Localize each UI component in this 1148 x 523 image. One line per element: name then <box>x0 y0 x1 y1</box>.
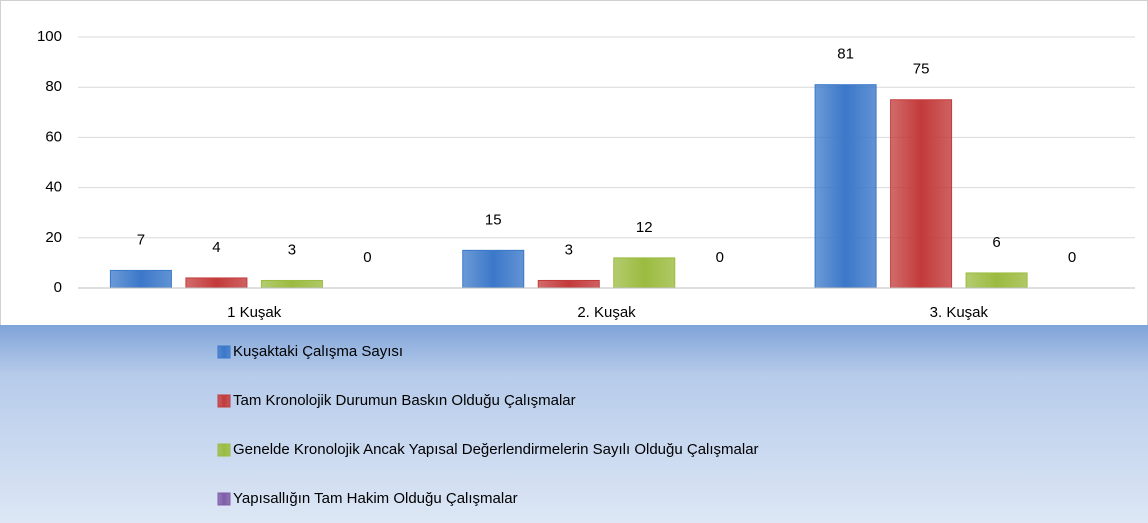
bar <box>185 277 248 289</box>
y-tick-label: 60 <box>45 128 62 145</box>
data-label: 4 <box>212 239 220 256</box>
legend-swatch <box>217 492 231 506</box>
bar <box>814 84 877 289</box>
legend-swatch <box>217 443 231 457</box>
bar <box>462 249 525 289</box>
legend-label: Tam Kronolojik Durumun Baskın Olduğu Çal… <box>233 392 576 409</box>
data-label: 7 <box>137 231 145 248</box>
data-label: 3 <box>565 241 573 258</box>
data-label: 0 <box>363 249 371 266</box>
x-tick-label: 1 Kuşak <box>227 304 282 321</box>
bar <box>965 272 1028 289</box>
y-tick-label: 20 <box>45 229 62 246</box>
data-label: 0 <box>716 249 724 266</box>
data-label: 6 <box>992 234 1000 251</box>
bar <box>537 279 600 289</box>
bar <box>613 257 676 289</box>
bar <box>260 279 323 289</box>
bar <box>109 269 172 289</box>
y-tick-label: 80 <box>45 78 62 95</box>
data-label: 12 <box>636 219 653 236</box>
y-tick-label: 100 <box>37 28 62 45</box>
legend-swatch <box>217 345 231 359</box>
data-label: 75 <box>913 61 930 78</box>
x-tick-label: 2. Kuşak <box>577 304 636 321</box>
legend-label: Kuşaktaki Çalışma Sayısı <box>233 343 403 360</box>
legend-swatch <box>217 394 231 408</box>
data-label: 15 <box>485 211 502 228</box>
legend-panel <box>0 325 1148 523</box>
bar <box>890 99 953 289</box>
x-tick-label: 3. Kuşak <box>930 304 989 321</box>
data-label: 3 <box>288 241 296 258</box>
legend-label: Genelde Kronolojik Ancak Yapısal Değerle… <box>233 441 759 458</box>
data-label: 0 <box>1068 249 1076 266</box>
y-tick-label: 40 <box>45 179 62 196</box>
legend-label: Yapısallığın Tam Hakim Olduğu Çalışmalar <box>233 490 518 507</box>
y-tick-label: 0 <box>54 279 62 296</box>
data-label: 81 <box>837 46 854 63</box>
